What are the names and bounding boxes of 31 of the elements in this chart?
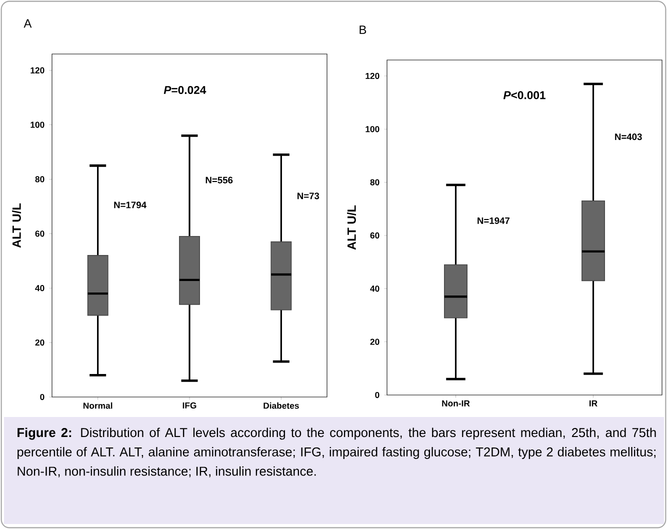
- annotation: N=1947: [478, 217, 510, 224]
- annotation: N=403: [615, 134, 642, 140]
- x-tick-label: Normal: [83, 402, 112, 409]
- y-tick-label: 0: [375, 392, 380, 398]
- x-tick-label: IFG: [182, 402, 196, 409]
- y-tick-label: 100: [366, 126, 380, 132]
- y-tick-label: 40: [370, 286, 380, 292]
- x-tick-label: Diabetes: [264, 402, 299, 409]
- annotation: P<0.001: [503, 91, 546, 100]
- annotation: N=1794: [114, 202, 146, 208]
- x-tick-label: IR: [590, 400, 598, 406]
- annotation: P=0.024: [164, 86, 206, 94]
- y-tick-label: 20: [35, 339, 44, 346]
- text: Figure 2: Distribution of ALT levels according to the components, the bars represent median, 25th, and 75th percentile of ALT. ALT, alanine aminotransferase; IFG, impaired fasting glucose; T2DM, type 2 diabetes mellitus; Non-IR, non-insulin resistance; IR, insulin resistance.: [18, 428, 656, 478]
- y-tick-label: 100: [30, 122, 44, 128]
- y-tick-label: 20: [370, 338, 380, 345]
- y-axis-title: ALT U/L: [12, 203, 21, 248]
- y-tick-label: 0: [40, 394, 44, 400]
- y-tick-label: 120: [30, 67, 44, 74]
- y-tick-label: 60: [370, 232, 380, 239]
- annotation: N=73: [298, 192, 320, 200]
- y-tick-label: 80: [35, 176, 44, 182]
- y-tick-label: 120: [366, 72, 380, 80]
- chart-title: A: [24, 19, 32, 28]
- annotation: N=556: [206, 176, 233, 184]
- y-tick-label: 40: [35, 285, 44, 292]
- y-tick-label: 60: [35, 230, 44, 237]
- x-tick-label: Non-IR: [442, 400, 470, 406]
- chart-title: B: [360, 26, 366, 34]
- y-tick-label: 80: [370, 179, 380, 186]
- y-axis-title: ALT U/L: [347, 205, 356, 250]
